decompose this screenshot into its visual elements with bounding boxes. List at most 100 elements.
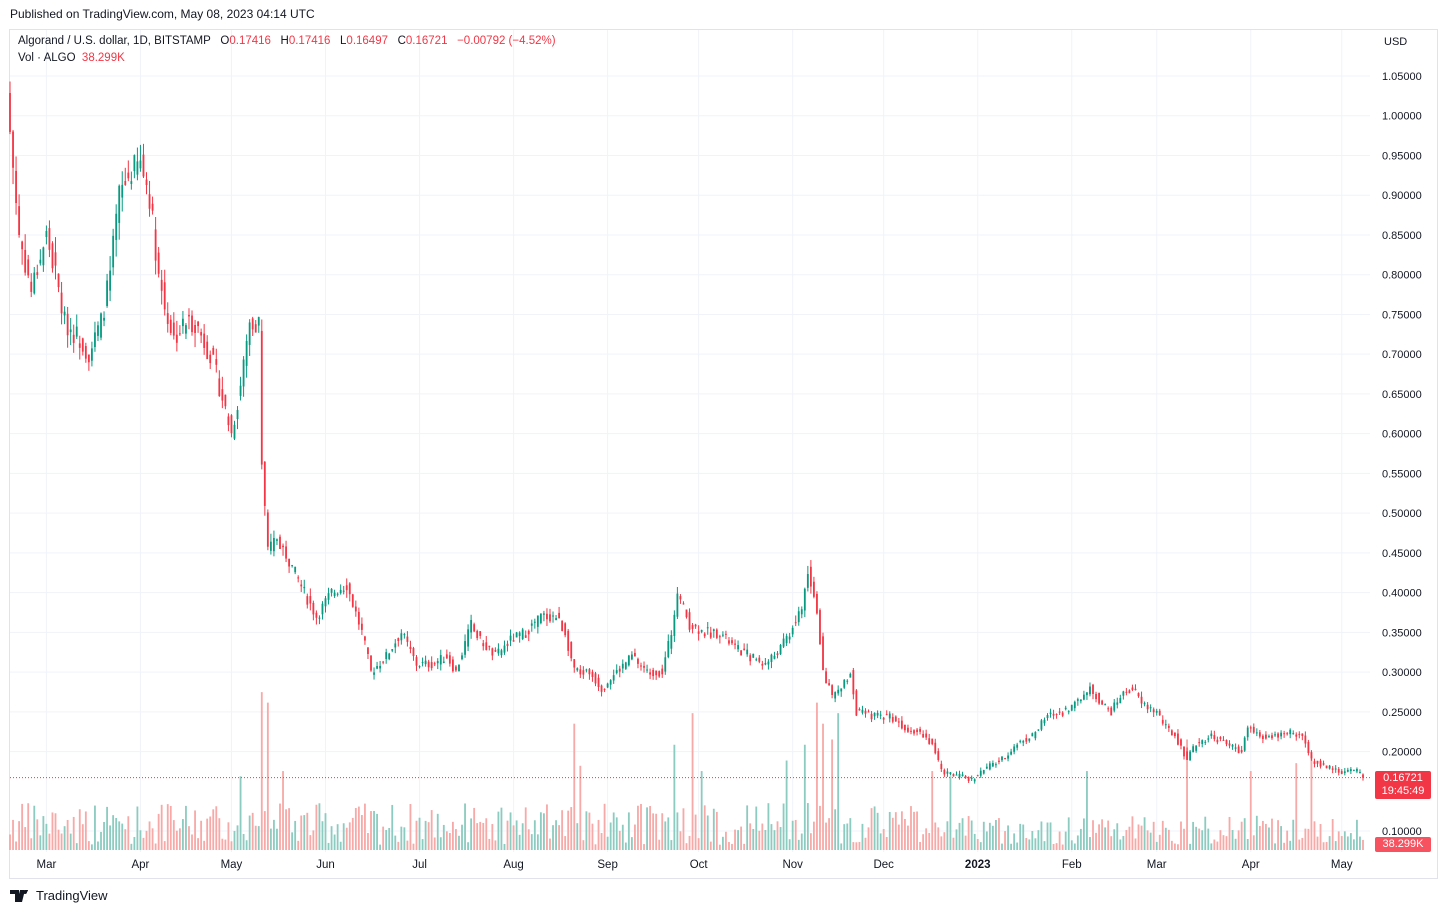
candle-body	[1007, 755, 1009, 759]
volume-bar	[351, 817, 354, 850]
volume-bar	[1079, 828, 1082, 850]
candle-body	[200, 332, 203, 336]
candle-body	[97, 325, 99, 336]
candle-body	[655, 670, 658, 676]
candle-body	[919, 728, 921, 732]
candle-body	[761, 663, 764, 666]
candle-body	[33, 272, 36, 294]
volume-bar	[327, 842, 330, 850]
volume-bar	[955, 829, 958, 850]
candle-body	[1140, 696, 1143, 704]
volume-bar	[1031, 831, 1034, 850]
candle-body	[788, 636, 791, 640]
volume-bar	[822, 723, 824, 850]
volume-bar	[1295, 763, 1298, 850]
volume-bar	[1095, 832, 1097, 850]
candle-body	[166, 313, 169, 324]
candle-body	[452, 659, 454, 672]
candle-body	[1058, 711, 1061, 713]
candle-body	[112, 235, 115, 268]
candle-body	[400, 633, 403, 641]
candle-body	[728, 640, 730, 644]
volume-bar	[1052, 843, 1055, 850]
candle-body	[585, 669, 588, 671]
candle-body	[1237, 746, 1240, 754]
volume-bar	[403, 827, 406, 850]
volume-bar	[115, 817, 118, 850]
candle-body	[506, 643, 509, 647]
volume-bar	[961, 818, 964, 850]
candle-body	[646, 669, 648, 671]
candle-body	[539, 613, 542, 624]
volume-bar	[685, 843, 688, 850]
volume-bar	[36, 819, 39, 850]
volume-bar	[485, 818, 488, 850]
candle-body	[1261, 735, 1264, 739]
volume-bar	[515, 820, 518, 850]
volume-bar	[497, 811, 500, 850]
volume-bar	[549, 838, 551, 850]
candle-body	[106, 280, 108, 306]
candle-body	[624, 662, 627, 669]
candle-body	[312, 602, 315, 615]
volume-bar	[834, 809, 837, 850]
volume-bar	[1037, 830, 1040, 850]
volume-bar	[260, 692, 263, 850]
candle-body	[1122, 691, 1125, 696]
volume-bar	[1307, 828, 1310, 850]
candle-body	[621, 663, 624, 669]
candle-body	[922, 733, 925, 738]
candle-body	[139, 160, 142, 169]
volume-bar	[1349, 833, 1352, 850]
candle-body	[813, 581, 815, 597]
volume-bar	[809, 833, 812, 850]
candle-body	[288, 558, 291, 567]
volume-bar	[928, 832, 931, 850]
candle-body	[946, 771, 949, 774]
volume-bar	[139, 830, 142, 850]
volume-bar	[1189, 843, 1191, 850]
candle-body	[66, 313, 69, 336]
tradingview-footer[interactable]: TradingView	[10, 888, 108, 903]
volume-bar	[949, 776, 952, 850]
high-label: H	[280, 35, 289, 47]
candle-body	[1170, 730, 1173, 736]
candle-body	[700, 629, 703, 632]
volume-bar	[282, 771, 284, 850]
candle-body	[455, 666, 457, 671]
candle-body	[1049, 712, 1052, 714]
volume-bar	[1028, 839, 1031, 850]
volume-bar	[858, 841, 861, 850]
candle-body	[549, 614, 551, 622]
candle-body	[573, 659, 576, 668]
candle-body	[764, 662, 767, 665]
candle-body	[285, 546, 287, 559]
volume-bar	[439, 837, 442, 850]
candle-body	[1228, 743, 1231, 746]
candle-body	[825, 671, 827, 684]
volume-bar	[321, 821, 324, 850]
volume-bar	[33, 805, 36, 850]
volume-bar	[1086, 771, 1088, 850]
candle-body	[445, 654, 448, 659]
volume-bar	[837, 713, 840, 850]
volume-bar	[1362, 839, 1364, 850]
volume-bar	[925, 828, 928, 850]
volume-bar	[555, 820, 557, 850]
price-tick-label: 0.70000	[1382, 349, 1422, 361]
candle-body	[1337, 768, 1340, 773]
candle-body	[1258, 732, 1261, 737]
candle-body	[169, 319, 172, 333]
volume-bar	[370, 811, 372, 850]
candle-body	[109, 270, 112, 291]
volume-bar	[1122, 836, 1125, 850]
volume-bar	[303, 815, 306, 850]
volume-bar	[279, 803, 281, 850]
candle-body	[415, 657, 418, 666]
volume-bar	[45, 823, 48, 850]
candle-body	[934, 742, 937, 754]
candle-body	[448, 655, 451, 664]
symbol-title: Algorand / U.S. dollar, 1D, BITSTAMP	[18, 35, 211, 47]
candles	[9, 81, 1364, 784]
